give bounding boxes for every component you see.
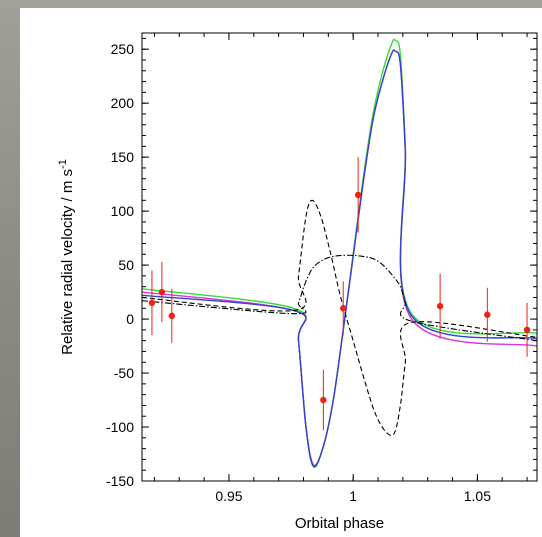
y-axis-label-group: Relative radial velocity / m s-1	[57, 159, 76, 355]
model-curves	[141, 38, 538, 469]
data-point	[354, 191, 362, 199]
y-axis-ticks: -150 -100 -50 0 50 100 150 200 250	[106, 37, 537, 489]
y-tick-label: -150	[106, 473, 134, 489]
series-line-1	[141, 38, 538, 469]
y-tick-label: -100	[106, 419, 134, 435]
data-point	[168, 312, 176, 320]
y-tick-label: 250	[111, 41, 135, 57]
y-tick-label: -50	[114, 365, 134, 381]
plot-card	[20, 8, 542, 537]
data-point	[148, 299, 156, 307]
y-axis-label: Relative radial velocity / m s-1	[57, 159, 76, 355]
plot-frame	[141, 32, 538, 482]
data-point	[340, 305, 347, 312]
series-line-2	[141, 49, 538, 467]
series-line-3	[141, 49, 538, 468]
series-line-5	[141, 254, 538, 342]
data-points	[148, 157, 531, 431]
series-line-4	[141, 199, 538, 437]
y-axis-label-superscript: -1	[57, 159, 69, 169]
y-tick-label: 50	[118, 257, 134, 273]
y-tick-label: 150	[111, 149, 135, 165]
data-point	[523, 326, 531, 334]
data-point	[436, 302, 444, 310]
y-tick-label: 0	[126, 311, 134, 327]
data-point	[484, 311, 491, 318]
x-tick-label: 1.05	[464, 488, 491, 504]
x-tick-label: 0.95	[215, 488, 242, 504]
y-axis-label-text: Relative radial velocity / m s	[59, 169, 76, 355]
y-tick-label: 200	[111, 95, 135, 111]
y-tick-label: 100	[111, 203, 135, 219]
x-tick-label: 1	[349, 488, 357, 504]
data-point	[158, 288, 166, 296]
data-point	[320, 396, 327, 404]
x-axis-ticks: 0.95 1 1.05	[153, 33, 528, 504]
x-axis-label: Orbital phase	[295, 515, 384, 532]
